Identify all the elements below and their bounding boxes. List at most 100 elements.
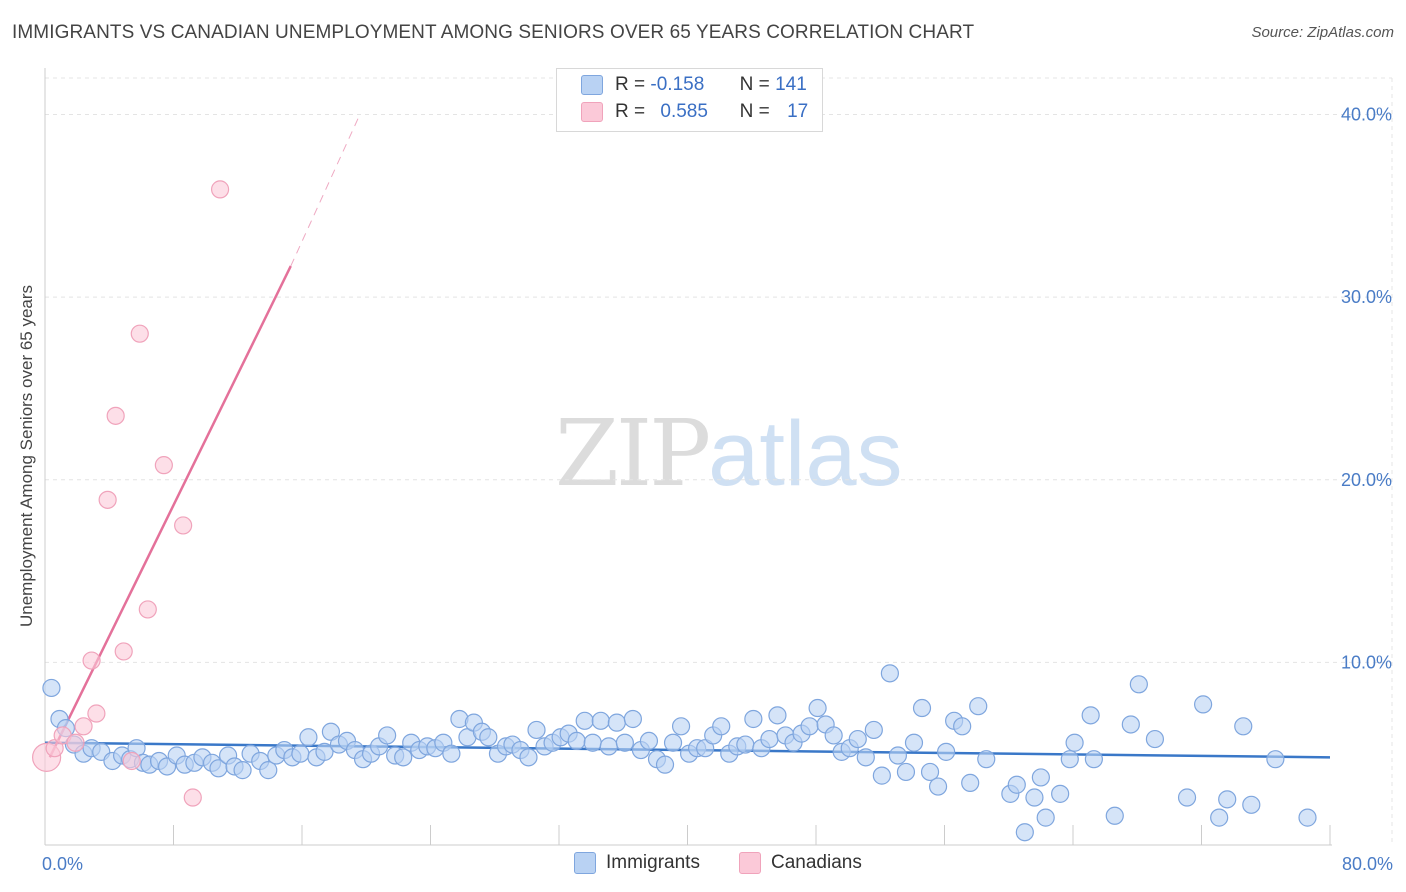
immigrants-point bbox=[920, 762, 940, 782]
immigrants-point bbox=[663, 733, 683, 752]
immigrants-point bbox=[259, 761, 278, 780]
immigrants-n-value: 141 bbox=[775, 74, 807, 95]
immigrants-point bbox=[808, 698, 827, 718]
source-label: Source: ZipAtlas.com bbox=[1251, 24, 1394, 41]
immigrants-point bbox=[1121, 715, 1140, 734]
immigrants-point bbox=[744, 709, 763, 729]
canadians-point bbox=[138, 600, 157, 619]
legend-item-immigrants: Immigrants bbox=[574, 852, 700, 874]
immigrants-point bbox=[1234, 717, 1253, 736]
immigrants-r-value: -0.158 bbox=[650, 74, 705, 95]
watermark: ZIPatlas bbox=[555, 400, 903, 507]
immigrants-point bbox=[760, 729, 779, 749]
immigrants-point bbox=[712, 717, 731, 736]
immigrants-point bbox=[768, 706, 787, 725]
watermark-atlas: atlas bbox=[708, 403, 903, 505]
y-tick-label: 10.0% bbox=[1341, 652, 1392, 672]
immigrants-point bbox=[1177, 788, 1197, 807]
immigrants-point bbox=[442, 744, 461, 763]
immigrants-point bbox=[655, 755, 675, 774]
immigrants-point bbox=[1129, 675, 1148, 694]
immigrants-point bbox=[42, 678, 61, 698]
immigrants-point bbox=[394, 748, 413, 767]
immigrants-point bbox=[800, 717, 819, 736]
immigrants-point bbox=[961, 773, 980, 793]
immigrants-point bbox=[896, 762, 916, 782]
canadians-point bbox=[114, 642, 133, 661]
canadians-point bbox=[98, 490, 117, 509]
trend-lines bbox=[44, 117, 1331, 759]
immigrants-point bbox=[583, 733, 602, 752]
x-tick-label: 80.0% bbox=[1342, 854, 1393, 874]
immigrants-point bbox=[1105, 806, 1124, 825]
immigrants-point bbox=[912, 698, 932, 718]
n-label: N = bbox=[739, 74, 770, 95]
canadians-point bbox=[45, 739, 64, 758]
immigrants-points bbox=[42, 664, 1317, 842]
immigrants-point bbox=[880, 664, 899, 683]
immigrants-point bbox=[969, 697, 988, 716]
n-label: N = bbox=[739, 101, 770, 122]
watermark-zip: ZIP bbox=[555, 400, 711, 507]
immigrants-point bbox=[299, 728, 318, 747]
immigrants-point bbox=[953, 717, 972, 736]
immigrants-point bbox=[1084, 750, 1103, 769]
immigrants-point bbox=[1065, 733, 1084, 752]
legend-row-immigrants: R = -0.158 N = 141 bbox=[581, 74, 807, 100]
immigrants-point bbox=[233, 761, 252, 780]
immigrants-point bbox=[904, 733, 924, 752]
immigrants-point bbox=[1051, 784, 1070, 803]
canadians-point bbox=[174, 516, 193, 535]
canadians-point bbox=[82, 651, 101, 670]
canadians-point bbox=[210, 180, 230, 199]
canadians-trend-extension bbox=[290, 117, 359, 267]
immigrants-point bbox=[1298, 808, 1317, 827]
y-tick-label: 20.0% bbox=[1341, 470, 1392, 490]
immigrants-point bbox=[1210, 808, 1229, 827]
canadians-point bbox=[130, 324, 149, 343]
correlation-legend: R = -0.158 N = 141 R = 0.585 N = 17 bbox=[556, 68, 823, 132]
canadians-point bbox=[183, 788, 202, 807]
immigrants-point bbox=[864, 720, 883, 740]
immigrants-point bbox=[856, 748, 875, 767]
immigrants-point bbox=[1015, 823, 1034, 842]
immigrants-point bbox=[567, 731, 586, 751]
immigrants-point bbox=[639, 731, 659, 751]
immigrants-point bbox=[824, 726, 843, 745]
canadians-n-value: 17 bbox=[787, 101, 809, 122]
immigrants-swatch bbox=[581, 74, 603, 95]
immigrants-legend-label: Immigrants bbox=[606, 852, 700, 874]
immigrants-point bbox=[378, 726, 397, 745]
immigrants-point bbox=[1218, 790, 1237, 809]
immigrants-point bbox=[848, 729, 867, 749]
immigrants-point bbox=[1266, 750, 1285, 769]
immigrants-point bbox=[623, 709, 642, 729]
immigrants-point bbox=[575, 711, 594, 730]
immigrants-point bbox=[1145, 729, 1165, 749]
immigrants-point bbox=[591, 711, 610, 730]
immigrants-point bbox=[527, 720, 546, 740]
immigrants-point bbox=[519, 748, 538, 767]
chart-title: IMMIGRANTS VS CANADIAN UNEMPLOYMENT AMON… bbox=[12, 22, 975, 43]
canadians-point bbox=[154, 456, 173, 475]
immigrants-point bbox=[479, 728, 498, 747]
canadians-point bbox=[87, 704, 106, 723]
canadians-point bbox=[106, 406, 125, 425]
canadians-legend-swatch bbox=[739, 852, 761, 874]
immigrants-point bbox=[696, 739, 715, 758]
tick-labels: 10.0% 20.0% 30.0% 40.0% 0.0% 80.0% bbox=[42, 105, 1393, 874]
immigrants-point bbox=[671, 717, 691, 736]
immigrants-point bbox=[615, 733, 634, 752]
immigrants-point bbox=[872, 766, 891, 785]
immigrants-point bbox=[736, 735, 755, 754]
immigrants-point bbox=[1031, 768, 1050, 787]
immigrants-point bbox=[291, 744, 310, 763]
y-tick-label: 40.0% bbox=[1341, 105, 1392, 125]
immigrants-point bbox=[321, 722, 341, 741]
immigrants-point bbox=[599, 737, 618, 756]
immigrants-point bbox=[1242, 795, 1261, 814]
canadians-swatch bbox=[581, 101, 603, 122]
canadians-r-value: 0.585 bbox=[660, 101, 708, 122]
immigrants-point bbox=[937, 742, 956, 761]
